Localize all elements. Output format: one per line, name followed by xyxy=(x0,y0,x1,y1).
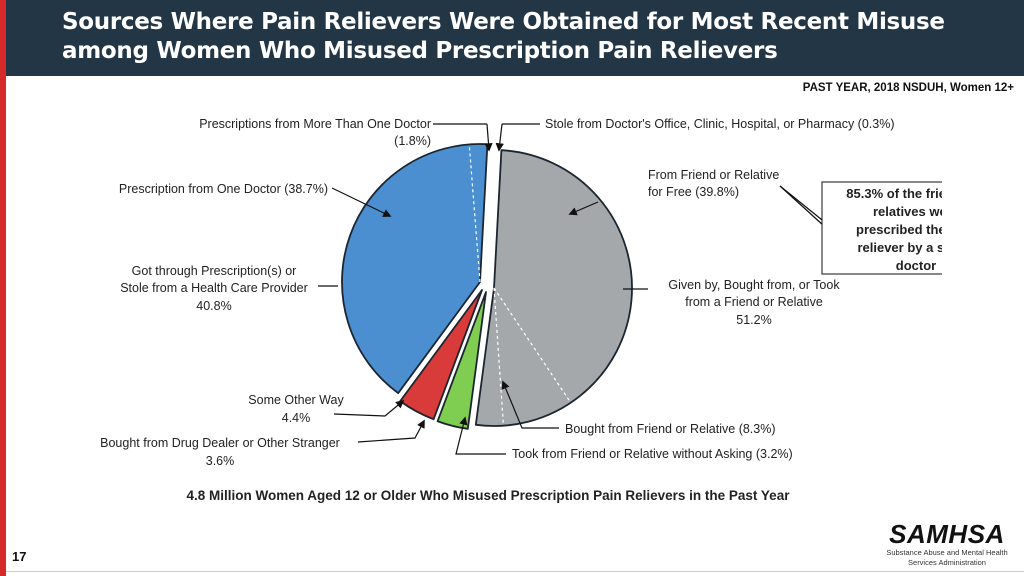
label-more-than-one-doctor: Prescriptions from More Than One Doctor xyxy=(199,117,431,131)
label-friend-group-1: Given by, Bought from, or Took xyxy=(668,278,840,292)
callout-line-3: prescribed the pain xyxy=(856,222,942,237)
leader-one-doctor xyxy=(331,187,392,217)
slice-divider xyxy=(493,287,505,426)
leader-stole-arrow xyxy=(495,123,504,152)
label-stole: Stole from Doctor's Office, Clinic, Hosp… xyxy=(545,117,895,131)
slide-subtitle: PAST YEAR, 2018 NSDUH, Women 12+ xyxy=(802,82,1014,94)
label-friend-free-2: for Free (39.8%) xyxy=(648,185,739,199)
callout-line-1: 85.3% of the friends or xyxy=(846,186,942,201)
logo-subtext-1: Substance Abuse and Mental Health xyxy=(886,548,1008,557)
group-outline-provider xyxy=(341,143,489,395)
logo-wordmark: SAMHSA xyxy=(889,519,1005,549)
slide-title-line-1: Sources Where Pain Relievers Were Obtain… xyxy=(62,9,945,35)
leader-took-friend xyxy=(455,416,506,455)
label-other-way-2: 4.4% xyxy=(282,411,311,425)
logo-subtext-2: Services Administration xyxy=(908,558,986,567)
pie-chart: Prescriptions from More Than One Doctor … xyxy=(100,117,1010,503)
label-more-than-one-doctor-value: (1.8%) xyxy=(394,134,431,148)
leader-more-than-one-doctor-arrow xyxy=(484,123,493,152)
callout-line-2: relatives were xyxy=(873,204,942,219)
leader-friend-free xyxy=(568,201,599,216)
left-accent-bar xyxy=(0,0,6,576)
label-bought-friend: Bought from Friend or Relative (8.3%) xyxy=(565,422,776,436)
label-dealer-2: 3.6% xyxy=(206,454,235,468)
label-provider-group-1: Got through Prescription(s) or xyxy=(132,264,297,278)
callout-line-4: reliever by a single xyxy=(857,240,942,255)
slide-title-line-2: among Women Who Misused Prescription Pai… xyxy=(62,38,778,64)
callout-pointer-b xyxy=(779,185,825,227)
label-friend-group-2: from a Friend or Relative xyxy=(685,295,823,309)
title-banner xyxy=(6,0,1024,76)
slice-labels: Prescriptions from More Than One Doctor … xyxy=(100,117,894,468)
leader-dealer xyxy=(357,419,425,443)
samhsa-logo: SAMHSA Substance Abuse and Mental Health… xyxy=(882,521,1012,571)
chart-title: 4.8 Million Women Aged 12 or Older Who M… xyxy=(187,488,791,503)
callout-box: 85.3% of the friends or relatives were p… xyxy=(821,181,1010,275)
label-dealer-1: Bought from Drug Dealer or Other Strange… xyxy=(100,436,340,450)
slide-number: 17 xyxy=(12,549,27,564)
callout-line-5: doctor xyxy=(896,258,936,273)
pie-slices xyxy=(341,143,633,430)
label-one-doctor: Prescription from One Doctor (38.7%) xyxy=(119,182,328,196)
slide-title: Sources Where Pain Relievers Were Obtain… xyxy=(62,8,962,66)
chart-area: Prescriptions from More Than One Doctor … xyxy=(70,106,1010,513)
label-provider-group-value: 40.8% xyxy=(196,299,231,313)
label-other-way-1: Some Other Way xyxy=(248,393,344,407)
leader-bought-friend xyxy=(501,380,559,429)
footer-divider xyxy=(6,571,1024,572)
leader-other-way xyxy=(333,399,405,417)
label-friend-group-value: 51.2% xyxy=(736,313,771,327)
group-outline-friend xyxy=(474,149,633,427)
label-friend-free-1: From Friend or Relative xyxy=(648,168,779,182)
label-provider-group-2: Stole from a Health Care Provider xyxy=(120,281,308,295)
label-took-friend: Took from Friend or Relative without Ask… xyxy=(512,447,793,461)
group-outline-dealer xyxy=(436,291,487,430)
